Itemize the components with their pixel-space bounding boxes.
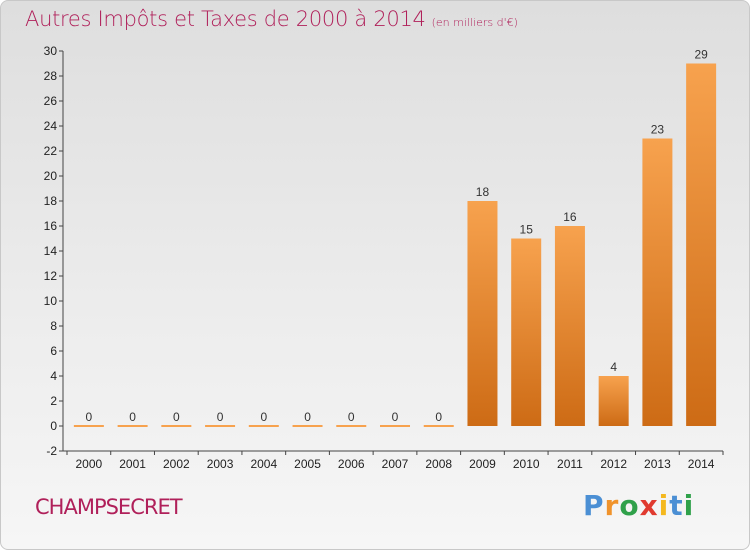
y-tick-label: 26 xyxy=(44,94,58,108)
bar xyxy=(511,238,542,426)
x-tick-label: 2006 xyxy=(338,457,365,471)
bar xyxy=(423,425,454,427)
bar-value-label: 16 xyxy=(563,210,577,224)
bar xyxy=(248,425,279,427)
x-tick-label: 2007 xyxy=(382,457,409,471)
y-tick-label: 10 xyxy=(44,294,58,308)
y-tick-label: 14 xyxy=(44,244,58,258)
y-tick-label: 0 xyxy=(50,419,57,433)
bar xyxy=(292,425,323,427)
y-tick-label: 6 xyxy=(50,344,57,358)
bar xyxy=(117,425,148,427)
x-tick-label: 2001 xyxy=(119,457,146,471)
x-tick-label: 2008 xyxy=(425,457,452,471)
y-tick-label: 18 xyxy=(44,194,58,208)
proxiti-logo: Proxiti xyxy=(583,489,694,522)
logo-letter: o xyxy=(619,489,640,522)
chart-value-labels: 0 0 0 0 0 0 0 0 0 18 15 16 4 23 29 xyxy=(86,48,709,425)
x-tick-label: 2011 xyxy=(557,457,583,471)
bar xyxy=(380,425,410,427)
x-tick-label: 2012 xyxy=(600,457,627,471)
bar-value-label: 0 xyxy=(173,410,180,424)
logo-letter: x xyxy=(639,489,659,522)
y-tick-label: 12 xyxy=(44,269,58,283)
bar-value-label: 0 xyxy=(392,410,399,424)
y-tick-label: 16 xyxy=(44,219,58,233)
bar-value-label: 4 xyxy=(610,360,617,374)
bar xyxy=(554,226,585,426)
chart-title-text: Autres Impôts et Taxes de 2000 à 2014 xyxy=(25,7,426,31)
chart-title: Autres Impôts et Taxes de 2000 à 2014 (en… xyxy=(25,7,518,31)
bar-value-label: 15 xyxy=(520,223,534,237)
bar xyxy=(467,201,498,426)
y-tick-label: 20 xyxy=(44,169,58,183)
bar xyxy=(686,63,717,426)
chart-bars xyxy=(73,63,717,427)
bar-value-label: 0 xyxy=(217,410,224,424)
commune-name: CHAMPSECRET xyxy=(35,495,183,519)
x-tick-label: 2009 xyxy=(469,457,496,471)
bar-value-label: 0 xyxy=(260,410,267,424)
bar xyxy=(598,376,629,426)
x-tick-label: 2004 xyxy=(250,457,277,471)
bar-value-label: 0 xyxy=(435,410,442,424)
y-tick-label: 8 xyxy=(50,319,57,333)
x-tick-label: 2014 xyxy=(688,457,715,471)
bar xyxy=(73,425,104,427)
x-tick-label: 2013 xyxy=(644,457,671,471)
logo-letter: P xyxy=(583,489,605,522)
logo-letter: t xyxy=(669,489,684,522)
bar-value-label: 0 xyxy=(86,410,93,424)
y-tick-label: 4 xyxy=(50,369,57,383)
bar-value-label: 0 xyxy=(129,410,136,424)
y-tick-label: 24 xyxy=(44,119,58,133)
logo-letter: i xyxy=(658,489,670,522)
bar-value-label: 0 xyxy=(304,410,311,424)
y-tick-label: 2 xyxy=(50,394,57,408)
bar-value-label: 29 xyxy=(694,48,708,62)
bar-value-label: 23 xyxy=(651,123,665,137)
logo-letter: r xyxy=(604,489,620,522)
x-tick-label: 2005 xyxy=(294,457,321,471)
logo-letter: i xyxy=(683,489,695,522)
y-tick-label: -2 xyxy=(46,444,57,458)
bar xyxy=(642,138,673,426)
x-tick-label: 2002 xyxy=(163,457,190,471)
x-tick-label: 2000 xyxy=(76,457,103,471)
y-tick-label: 28 xyxy=(44,69,58,83)
y-tick-label: 22 xyxy=(44,144,58,158)
bar xyxy=(205,425,236,427)
chart-subtitle: (en milliers d'€) xyxy=(431,16,518,29)
bar-value-label: 0 xyxy=(348,410,355,424)
bar xyxy=(161,425,192,427)
x-tick-label: 2003 xyxy=(207,457,234,471)
y-tick-label: 30 xyxy=(44,44,58,58)
bar xyxy=(336,425,367,427)
x-tick-label: 2010 xyxy=(513,457,540,471)
bar-value-label: 18 xyxy=(476,185,490,199)
